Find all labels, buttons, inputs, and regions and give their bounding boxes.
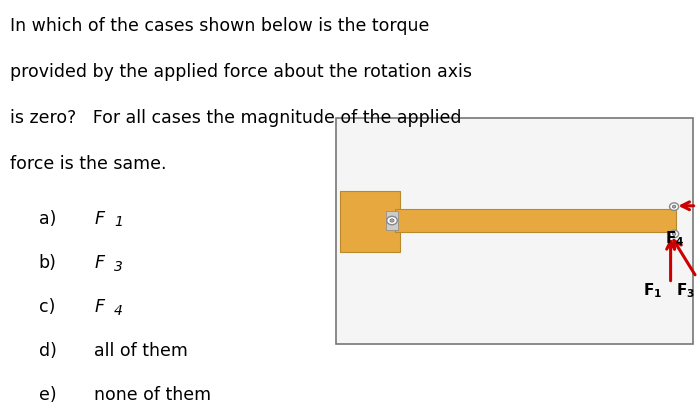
Text: e): e) <box>38 386 56 404</box>
Text: 4: 4 <box>114 304 123 318</box>
Text: b): b) <box>38 254 57 272</box>
Text: $\mathbf{F_1}$: $\mathbf{F_1}$ <box>643 281 662 300</box>
Text: all of them: all of them <box>94 342 188 360</box>
Text: none of them: none of them <box>94 386 211 404</box>
Text: provided by the applied force about the rotation axis: provided by the applied force about the … <box>10 63 472 81</box>
Bar <box>386 211 398 230</box>
Text: F: F <box>94 210 104 228</box>
Text: F: F <box>94 254 104 272</box>
Text: F: F <box>94 298 104 316</box>
Text: is zero?   For all cases the magnitude of the applied: is zero? For all cases the magnitude of … <box>10 109 462 127</box>
Ellipse shape <box>672 205 676 208</box>
Text: 3: 3 <box>114 260 123 273</box>
Text: $\mathbf{F_3}$: $\mathbf{F_3}$ <box>676 281 694 300</box>
Ellipse shape <box>672 232 676 235</box>
Text: 1: 1 <box>114 215 123 229</box>
Text: force is the same.: force is the same. <box>10 155 167 173</box>
Ellipse shape <box>390 219 394 222</box>
Bar <box>395 209 676 232</box>
Text: c): c) <box>38 298 55 316</box>
Ellipse shape <box>670 230 678 238</box>
Text: a): a) <box>38 210 56 228</box>
Bar <box>336 118 693 344</box>
Text: In which of the cases shown below is the torque: In which of the cases shown below is the… <box>10 17 430 35</box>
Ellipse shape <box>387 216 398 225</box>
Ellipse shape <box>670 203 678 210</box>
Text: d): d) <box>38 342 57 360</box>
Bar <box>340 191 400 252</box>
Text: $\mathbf{F_4}$: $\mathbf{F_4}$ <box>665 229 685 248</box>
